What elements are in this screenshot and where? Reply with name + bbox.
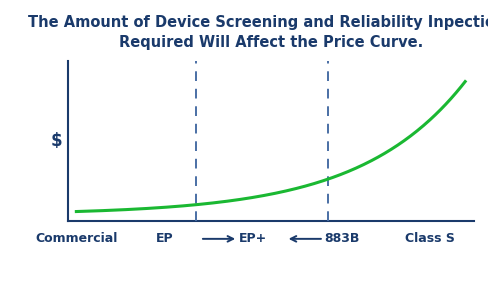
Title: The Amount of Device Screening and Reliability Inpections
Required Will Affect t: The Amount of Device Screening and Relia…	[28, 15, 488, 50]
Y-axis label: $: $	[50, 132, 62, 150]
Text: Class S: Class S	[404, 232, 454, 245]
Text: 883B: 883B	[323, 232, 358, 245]
Text: Commercial: Commercial	[35, 232, 117, 245]
Text: EP: EP	[156, 232, 173, 245]
Text: EP+: EP+	[239, 232, 266, 245]
